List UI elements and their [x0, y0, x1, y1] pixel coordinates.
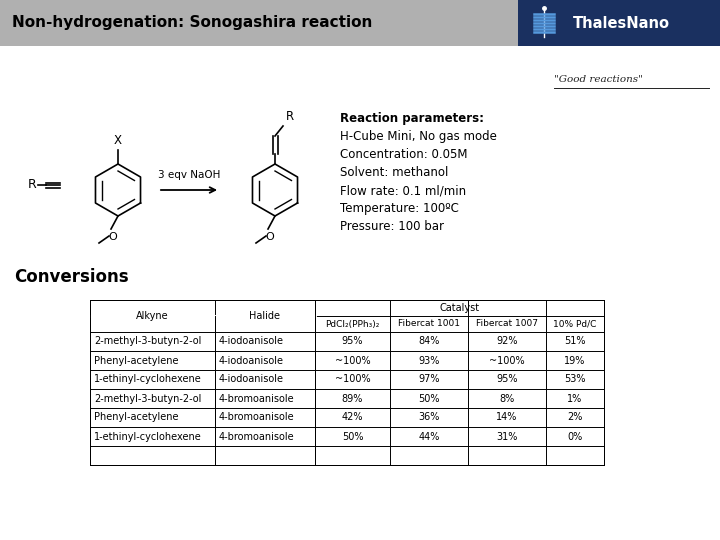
Text: Phenyl-acetylene: Phenyl-acetylene [94, 355, 179, 366]
Text: 93%: 93% [418, 355, 440, 366]
Text: 84%: 84% [418, 336, 440, 347]
Text: Temperature: 100ºC: Temperature: 100ºC [340, 202, 459, 215]
Text: 4-iodoanisole: 4-iodoanisole [219, 355, 284, 366]
Text: 8%: 8% [500, 394, 515, 403]
Text: 4-bromoanisole: 4-bromoanisole [219, 431, 294, 442]
Text: ~100%: ~100% [335, 355, 370, 366]
Text: X: X [114, 134, 122, 147]
Text: 97%: 97% [418, 375, 440, 384]
Bar [518, 0, 720, 46]
Text: R: R [286, 110, 294, 123]
Text: 1-ethinyl-cyclohexene: 1-ethinyl-cyclohexene [94, 431, 202, 442]
Text: ~100%: ~100% [335, 375, 370, 384]
Text: 3 eqv NaOH: 3 eqv NaOH [158, 170, 220, 180]
Text: 51%: 51% [564, 336, 586, 347]
Text: 36%: 36% [418, 413, 440, 422]
Text: 1%: 1% [567, 394, 582, 403]
Text: PdCl₂(PPh₃)₂: PdCl₂(PPh₃)₂ [325, 320, 379, 328]
Text: ThalesNano: ThalesNano [572, 16, 670, 30]
Text: 4-bromoanisole: 4-bromoanisole [219, 394, 294, 403]
Text: 19%: 19% [564, 355, 585, 366]
Text: 2-methyl-3-butyn-2-ol: 2-methyl-3-butyn-2-ol [94, 336, 202, 347]
Text: Catalyst: Catalyst [439, 303, 480, 313]
Text: Solvent: methanol: Solvent: methanol [340, 166, 449, 179]
Text: Concentration: 0.05M: Concentration: 0.05M [340, 148, 467, 161]
Text: 95%: 95% [342, 336, 364, 347]
Text: Flow rate: 0.1 ml/min: Flow rate: 0.1 ml/min [340, 184, 466, 197]
Text: 53%: 53% [564, 375, 586, 384]
Text: ~100%: ~100% [489, 355, 525, 366]
Text: R: R [28, 179, 37, 192]
Text: 0%: 0% [567, 431, 582, 442]
Text: 4-iodoanisole: 4-iodoanisole [219, 375, 284, 384]
Text: Halide: Halide [250, 311, 281, 321]
Text: H-Cube Mini, No gas mode: H-Cube Mini, No gas mode [340, 130, 497, 143]
Bar [0, 0, 518, 46]
Text: 31%: 31% [496, 431, 518, 442]
Text: Fibercat 1001: Fibercat 1001 [398, 320, 460, 328]
Text: 95%: 95% [496, 375, 518, 384]
Text: Reaction parameters:: Reaction parameters: [340, 112, 484, 125]
Text: 2%: 2% [567, 413, 582, 422]
Text: O: O [266, 232, 274, 242]
Text: Alkyne: Alkyne [136, 311, 168, 321]
Text: 44%: 44% [418, 431, 440, 442]
Text: 89%: 89% [342, 394, 363, 403]
Text: Non-hydrogenation: Sonogashira reaction: Non-hydrogenation: Sonogashira reaction [12, 16, 372, 30]
Text: Conversions: Conversions [14, 268, 129, 286]
Text: 10% Pd/C: 10% Pd/C [553, 320, 597, 328]
Text: 4-bromoanisole: 4-bromoanisole [219, 413, 294, 422]
Text: 4-iodoanisole: 4-iodoanisole [219, 336, 284, 347]
Text: 2-methyl-3-butyn-2-ol: 2-methyl-3-butyn-2-ol [94, 394, 202, 403]
Text: Fibercat 1007: Fibercat 1007 [476, 320, 538, 328]
Text: Pressure: 100 bar: Pressure: 100 bar [340, 220, 444, 233]
Text: 42%: 42% [342, 413, 364, 422]
Text: 50%: 50% [418, 394, 440, 403]
Text: 14%: 14% [496, 413, 518, 422]
Text: 50%: 50% [342, 431, 364, 442]
Bar [90, 300, 604, 446]
Text: Phenyl-acetylene: Phenyl-acetylene [94, 413, 179, 422]
Text: "Good reactions": "Good reactions" [554, 75, 643, 84]
Text: O: O [109, 232, 117, 242]
Text: 92%: 92% [496, 336, 518, 347]
Text: 1-ethinyl-cyclohexene: 1-ethinyl-cyclohexene [94, 375, 202, 384]
